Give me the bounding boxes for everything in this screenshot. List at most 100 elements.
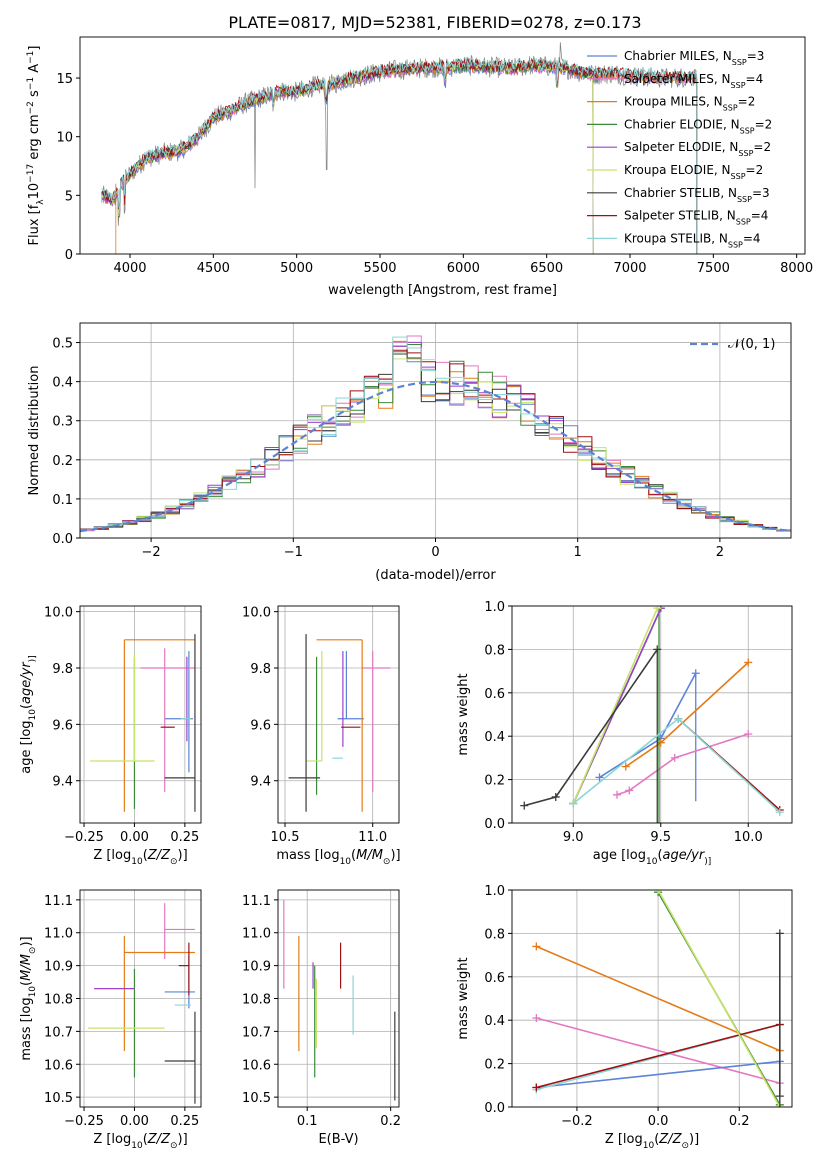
- plot-area: [532, 890, 784, 1107]
- y-axis-label: mass weight: [456, 957, 471, 1039]
- y-tick-label: 10.7: [44, 1025, 73, 1040]
- figure-title: PLATE=0817, MJD=52381, FIBERID=0278, z=0…: [228, 13, 641, 32]
- weight-line: [616, 733, 749, 796]
- y-tick-label: 10.6: [242, 1058, 271, 1073]
- weight-marker: [744, 658, 753, 667]
- y-tick-label: 0.8: [484, 643, 505, 658]
- weight-marker: [744, 730, 753, 739]
- y-tick-label: 0.6: [484, 687, 505, 702]
- y-tick-label: 0.0: [484, 1101, 505, 1116]
- massweight-vs-metallicity-panel: −0.2 0.0 0.2 0.0 0.2 0.4 0.6 0.8 1.0 Z [log10(Z/Z…: [456, 884, 793, 1151]
- weight-marker: [532, 942, 541, 951]
- errorbar-point: [164, 651, 193, 773]
- plot-area: [80, 335, 791, 533]
- weight-series: [775, 929, 784, 1107]
- weight-marker: [532, 1083, 541, 1092]
- weight-marker: [595, 773, 604, 782]
- y-tick-label: 11.0: [44, 927, 73, 942]
- model-line: [101, 59, 594, 254]
- x-axis-label: E(B-V): [318, 1132, 358, 1147]
- weight-marker: [532, 1014, 541, 1023]
- x-tick-label: 9.5: [650, 830, 671, 845]
- y-axis-label: Normed distribution: [27, 366, 42, 496]
- y-tick-label: 0.5: [52, 337, 73, 352]
- massweight-vs-age-panel: 9.0 9.5 10.0 0.0 0.2 0.4 0.6 0.8 1.0 age [log10(a…: [456, 600, 793, 867]
- legend-label: Kroupa ELODIE, NSSP=2: [624, 163, 763, 181]
- x-tick-label: 7500: [697, 261, 730, 276]
- weight-marker: [569, 799, 578, 808]
- axes-frame: [79, 605, 202, 824]
- x-tick-label: 4500: [197, 261, 230, 276]
- errorbar-point: [316, 639, 363, 812]
- x-tick-label: −0.25: [64, 1114, 104, 1129]
- y-tick-label: 0.2: [52, 454, 73, 469]
- legend-label: Kroupa MILES, NSSP=2: [624, 95, 755, 113]
- weight-series: [613, 730, 753, 799]
- x-tick-label: 1: [574, 545, 582, 560]
- errorbar-point: [306, 651, 323, 762]
- y-tick-label: 9.6: [250, 718, 271, 733]
- weight-series: [621, 658, 753, 771]
- errorbar-point: [164, 1011, 196, 1104]
- x-axis-label: wavelength [Angstrom, rest frame]: [328, 283, 557, 298]
- weight-line: [625, 661, 749, 768]
- weight-marker: [551, 792, 560, 801]
- age-vs-metallicity-panel: −0.25 0.00 0.25 9.4 9.6 9.8 10.0 Z [log10(Z/Z⊙)…: [19, 605, 202, 867]
- x-tick-label: 0.2: [729, 1114, 750, 1129]
- weight-line: [572, 607, 659, 804]
- x-tick-label: 5500: [363, 261, 396, 276]
- y-tick-label: 11.1: [242, 894, 271, 909]
- x-tick-label: 8000: [780, 261, 813, 276]
- weight-series: [520, 645, 662, 823]
- weight-line: [657, 890, 781, 1107]
- weight-series: [569, 606, 665, 823]
- weight-line: [599, 672, 697, 779]
- errorbar-point: [362, 651, 391, 792]
- y-tick-label: 0.6: [484, 971, 505, 986]
- y-tick-label: 0: [65, 248, 73, 263]
- x-tick-label: 0.1: [297, 1114, 318, 1129]
- legend-label: Kroupa STELIB, NSSP=4: [624, 231, 761, 249]
- y-tick-label: 11.0: [242, 927, 271, 942]
- plot-area: [101, 42, 698, 254]
- weight-marker: [670, 753, 679, 762]
- y-tick-label: 10.8: [242, 993, 271, 1008]
- weight-marker: [625, 786, 634, 795]
- weight-line: [536, 1017, 781, 1084]
- y-tick-label: 1.0: [484, 600, 505, 615]
- legend-label: Salpeter STELIB, NSSP=4: [624, 209, 768, 227]
- mass-vs-metallicity-panel: −0.25 0.00 0.25 10.5 10.6 10.7 10.8 10.9 11.0 11.…: [19, 889, 202, 1151]
- x-tick-label: −2: [142, 545, 161, 560]
- y-axis-label: mass [log10(M/M⊙)]: [19, 936, 38, 1060]
- mass-vs-ebv-panel: 0.1 0.2 10.5 10.6 10.7 10.8 10.9 11.0 11.1 E(B-V): [242, 889, 401, 1147]
- axes-frame: [277, 605, 400, 824]
- y-axis-label: Flux [fλ10−17 erg cm−2 s−1 A−1]: [26, 46, 46, 246]
- weight-marker: [613, 790, 621, 799]
- spectrum-panel: 4000 4500 5000 5500 6000 6500 7000 7500 8000 0 5 10…: [26, 36, 813, 298]
- axes-frame: [511, 605, 793, 824]
- errorbar-point: [123, 936, 195, 1052]
- weight-series: [569, 714, 784, 817]
- weight-series: [595, 669, 700, 802]
- x-tick-label: 0.00: [120, 1114, 149, 1129]
- legend-label: Chabrier ELODIE, NSSP=2: [624, 117, 772, 135]
- errorbar-point: [164, 903, 195, 960]
- y-tick-label: 9.4: [52, 775, 73, 790]
- errorbar-point: [337, 651, 364, 720]
- x-axis-label: Z [log10(Z/Z⊙)]: [93, 1132, 187, 1151]
- legend-label: Chabrier MILES, NSSP=3: [624, 49, 764, 67]
- y-tick-label: 0.4: [484, 730, 505, 745]
- y-tick-label: 0.0: [52, 532, 73, 547]
- x-tick-label: −1: [284, 545, 303, 560]
- x-axis-label: Z [log10(Z/Z⊙)]: [93, 848, 187, 867]
- model-line: [101, 58, 698, 254]
- model-line: [101, 61, 698, 254]
- y-tick-label: 10.9: [242, 960, 271, 975]
- x-tick-label: 0.0: [648, 1114, 669, 1129]
- model-line: [101, 62, 698, 254]
- y-tick-label: 11.1: [44, 894, 73, 909]
- x-tick-label: −0.25: [64, 830, 104, 845]
- y-axis-label: mass weight: [456, 673, 471, 755]
- y-tick-label: 10.5: [44, 1091, 73, 1106]
- weight-marker: [674, 714, 683, 723]
